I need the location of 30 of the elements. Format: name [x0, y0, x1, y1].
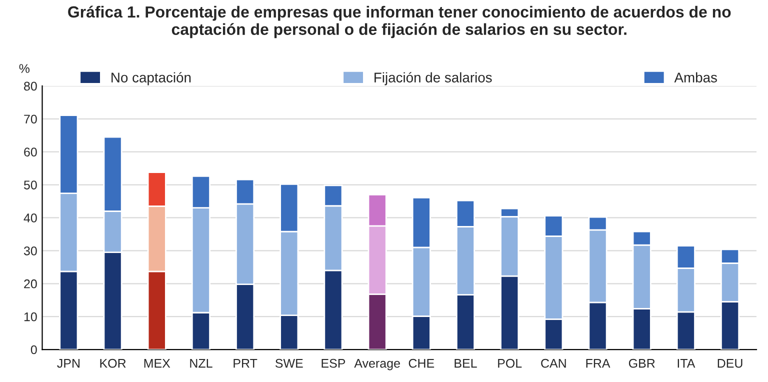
x-tick-label: Average	[354, 359, 400, 370]
legend-label: Fijación de salarios	[374, 72, 492, 86]
x-tick-label: ITA	[678, 359, 696, 368]
y-tick-label: 70	[24, 114, 37, 124]
y-tick-label: 30	[24, 246, 37, 256]
x-tick-label: JPN	[57, 359, 80, 368]
x-tick-label: CAN	[541, 358, 566, 368]
x-tick-label: POL	[498, 358, 522, 368]
legend-label: No captación	[112, 72, 191, 86]
x-tick-label: CHE	[408, 358, 434, 368]
y-tick-label: 50	[24, 180, 37, 190]
y-tick-label: 20	[24, 279, 37, 288]
y-tick-label: 40	[24, 214, 37, 222]
x-tick-label: GBR	[628, 358, 655, 368]
y-tick-label: 0	[30, 345, 37, 354]
y-tick-label: 10	[24, 312, 37, 322]
x-tick-label: MEX	[144, 359, 170, 368]
x-tick-label: NZL	[190, 359, 212, 368]
x-tick-label: FRA	[586, 359, 610, 368]
x-tick-label: BEL	[454, 359, 477, 368]
x-tick-label: ESP	[322, 358, 346, 368]
x-tick-label: SWE	[275, 358, 303, 368]
x-tick-label: PRT	[234, 359, 258, 368]
y-axis-title: %	[19, 64, 30, 73]
x-tick-label: DEU	[718, 359, 742, 368]
y-tick-label: 80	[24, 82, 37, 91]
y-tick-label: 60	[24, 148, 37, 156]
x-tick-label: KOR	[100, 358, 126, 368]
legend-label: Ambas	[674, 72, 717, 82]
chart-title: Gráfica 1. Porcentaje de empresas que informan tener conocimiento de acuerdos de no captación de personal o de fijación de salarios en su sector.	[68, 6, 731, 38]
